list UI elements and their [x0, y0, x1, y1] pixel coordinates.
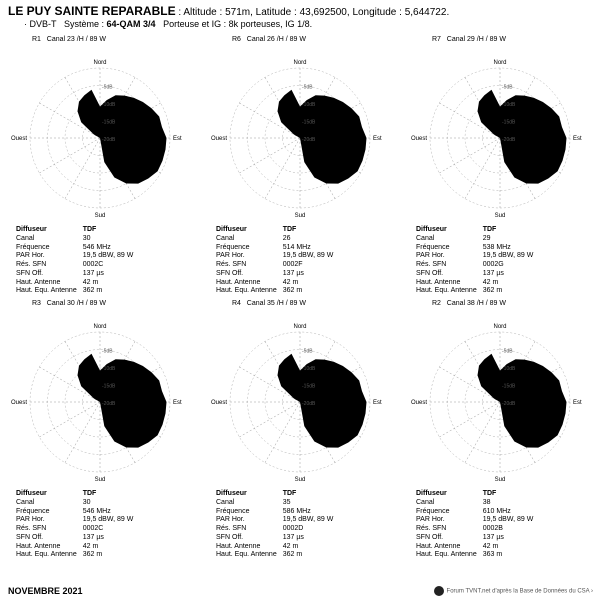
cell-header: R6 Canal 26 /H / 89 W: [232, 36, 306, 43]
svg-text:Ouest: Ouest: [211, 400, 227, 406]
svg-text:Ouest: Ouest: [411, 400, 427, 406]
svg-text:-15dB: -15dB: [502, 384, 516, 390]
polar-diagram: -5dB -10dB -15dB -20dB Nord Sud Est Ouest: [410, 46, 590, 226]
svg-text:-10dB: -10dB: [102, 366, 116, 372]
svg-text:Ouest: Ouest: [11, 136, 27, 142]
svg-text:Sud: Sud: [295, 213, 306, 219]
transmitter-table: DiffuseurTDF Canal26 Fréquence514 MHz PA…: [216, 226, 339, 296]
svg-text:Ouest: Ouest: [411, 136, 427, 142]
transmitter-cell: R6 Canal 26 /H / 89 W -5dB -10dB -15dB -20d…: [200, 36, 400, 300]
transmitter-table: DiffuseurTDF Canal38 Fréquence610 MHz PA…: [416, 490, 539, 560]
svg-text:Nord: Nord: [293, 60, 306, 66]
svg-text:Est: Est: [173, 136, 182, 142]
svg-text:-20dB: -20dB: [302, 401, 316, 407]
svg-text:Sud: Sud: [495, 213, 506, 219]
svg-text:Nord: Nord: [93, 324, 106, 330]
svg-text:-15dB: -15dB: [302, 384, 316, 390]
svg-text:-10dB: -10dB: [502, 366, 516, 372]
svg-text:-5dB: -5dB: [102, 85, 113, 91]
svg-text:Est: Est: [173, 400, 182, 406]
svg-text:Est: Est: [573, 136, 582, 142]
transmitter-table: DiffuseurTDF Canal30 Fréquence546 MHz PA…: [16, 490, 139, 560]
svg-text:Est: Est: [373, 400, 382, 406]
svg-text:-5dB: -5dB: [302, 85, 313, 91]
svg-text:-20dB: -20dB: [102, 401, 116, 407]
svg-text:Ouest: Ouest: [211, 136, 227, 142]
cell-header: R2 Canal 38 /H / 89 W: [432, 300, 506, 307]
transmitter-table: DiffuseurTDF Canal29 Fréquence538 MHz PA…: [416, 226, 539, 296]
cell-header: R1 Canal 23 /H / 89 W: [32, 36, 106, 43]
polar-diagram: -5dB -10dB -15dB -20dB Nord Sud Est Ouest: [410, 310, 590, 490]
svg-text:Sud: Sud: [95, 213, 106, 219]
svg-text:-5dB: -5dB: [302, 349, 313, 355]
cell-header: R3 Canal 30 /H / 89 W: [32, 300, 106, 307]
polar-diagram: -5dB -10dB -15dB -20dB Nord Sud Est Ouest: [10, 310, 190, 490]
svg-text:-15dB: -15dB: [102, 120, 116, 126]
transmitter-table: DiffuseurTDF Canal30 Fréquence546 MHz PA…: [16, 226, 139, 296]
transmitter-table: DiffuseurTDF Canal35 Fréquence586 MHz PA…: [216, 490, 339, 560]
svg-text:-15dB: -15dB: [502, 120, 516, 126]
svg-text:Sud: Sud: [495, 477, 506, 483]
svg-text:Nord: Nord: [293, 324, 306, 330]
svg-text:-10dB: -10dB: [302, 102, 316, 108]
svg-text:Sud: Sud: [95, 477, 106, 483]
header-values: : Altitude : 571m, Latitude : 43,692500,…: [178, 7, 449, 18]
cell-header: R7 Canal 29 /H / 89 W: [432, 36, 506, 43]
svg-text:-5dB: -5dB: [502, 349, 513, 355]
svg-text:-20dB: -20dB: [502, 137, 516, 143]
page: LE PUY SAINTE REPARABLE : Altitude : 571…: [0, 0, 600, 600]
svg-text:Nord: Nord: [93, 60, 106, 66]
transmitter-cell: R2 Canal 38 /H / 89 W -5dB -10dB -15dB -20d…: [400, 300, 600, 564]
polar-diagram: -5dB -10dB -15dB -20dB Nord Sud Est Ouest: [210, 46, 390, 226]
svg-text:-5dB: -5dB: [502, 85, 513, 91]
svg-text:Est: Est: [373, 136, 382, 142]
footer-credit: Forum TVNT.net d'après la Base de Donnée…: [434, 586, 594, 596]
cell-header: R4 Canal 35 /H / 89 W: [232, 300, 306, 307]
svg-text:Nord: Nord: [493, 60, 506, 66]
diagram-grid: R1 Canal 23 /H / 89 W -5dB -10dB -15dB -20d…: [0, 36, 600, 564]
svg-text:-20dB: -20dB: [102, 137, 116, 143]
transmitter-cell: R4 Canal 35 /H / 89 W -5dB -10dB -15dB -20d…: [200, 300, 400, 564]
polar-diagram: -5dB -10dB -15dB -20dB Nord Sud Est Ouest: [10, 46, 190, 226]
transmitter-cell: R1 Canal 23 /H / 89 W -5dB -10dB -15dB -20d…: [0, 36, 200, 300]
svg-text:-20dB: -20dB: [302, 137, 316, 143]
svg-text:Sud: Sud: [295, 477, 306, 483]
svg-text:Est: Est: [573, 400, 582, 406]
polar-diagram: -5dB -10dB -15dB -20dB Nord Sud Est Ouest: [210, 310, 390, 490]
svg-text:-20dB: -20dB: [502, 401, 516, 407]
site-name: LE PUY SAINTE REPARABLE: [8, 4, 176, 18]
footer-date: NOVEMBRE 2021: [8, 586, 83, 596]
svg-text:-10dB: -10dB: [502, 102, 516, 108]
svg-text:-15dB: -15dB: [302, 120, 316, 126]
subtitle: · DVB-T Système : 64-QAM 3/4 Porteuse et…: [24, 19, 312, 29]
svg-text:Nord: Nord: [493, 324, 506, 330]
transmitter-cell: R7 Canal 29 /H / 89 W -5dB -10dB -15dB -20d…: [400, 36, 600, 300]
svg-text:-5dB: -5dB: [102, 349, 113, 355]
header-line: LE PUY SAINTE REPARABLE : Altitude : 571…: [8, 4, 449, 18]
svg-text:-15dB: -15dB: [102, 384, 116, 390]
svg-text:Ouest: Ouest: [11, 400, 27, 406]
svg-text:-10dB: -10dB: [302, 366, 316, 372]
svg-text:-10dB: -10dB: [102, 102, 116, 108]
transmitter-cell: R3 Canal 30 /H / 89 W -5dB -10dB -15dB -20d…: [0, 300, 200, 564]
